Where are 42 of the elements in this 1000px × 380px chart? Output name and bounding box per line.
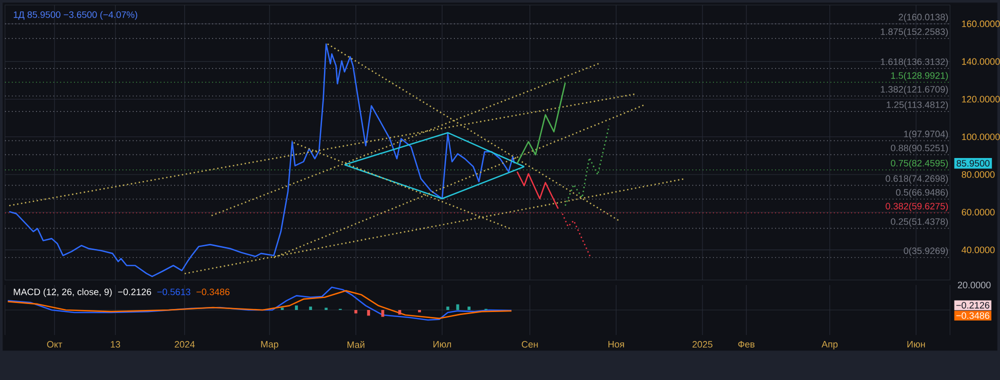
ref-line-label: 1(97.9704): [904, 130, 948, 140]
ref-line-label: 0.25(51.4378): [890, 218, 948, 227]
ref-line-label: 1.25(113.4812): [886, 101, 948, 110]
x-tick-label: Фев: [738, 341, 754, 348]
x-tick-label: 2024: [174, 341, 195, 348]
ref-line-label: 1.5(128.9921): [891, 72, 948, 81]
ref-line-label: 0.75(82.4595): [890, 160, 948, 168]
x-tick-label: Мар: [261, 341, 278, 350]
y-tick-label: 40.0000: [962, 246, 995, 254]
text: 20.0000: [958, 282, 991, 288]
ref-line-label: 0.618(74.2698): [886, 175, 948, 184]
text: 1Д 85.9500 −3.6500 (−4.07%): [14, 11, 138, 20]
y-tick-label: 100.0000: [962, 134, 1000, 140]
y-tick-label: 60.0000: [962, 208, 995, 216]
x-tick-label: Апр: [822, 341, 838, 350]
y-tick-label: 120.0000: [962, 96, 1000, 102]
x-tick-label: Окт: [47, 341, 62, 348]
ref-line-label: 1.875(152.2583): [880, 28, 948, 37]
x-tick-label: 13: [110, 341, 120, 348]
ref-line-label: 1.618(136.3132): [880, 58, 948, 67]
x-tick-label: Июл: [433, 341, 451, 348]
ref-line-label: 1.382(121.6709): [880, 86, 948, 94]
x-tick-label: Май: [348, 341, 364, 348]
ref-line-label: 0.382(59.6275): [886, 202, 948, 212]
annotation: −0.3486: [196, 288, 230, 296]
ref-line-label: 0(35.9269): [904, 247, 948, 256]
text: −0.2126: [956, 302, 990, 309]
y-tick-label: 160.0000: [962, 20, 1000, 28]
x-tick-label: Июн: [907, 341, 925, 348]
y-tick-label: 140.0000: [962, 58, 1000, 65]
text: −0.3486: [956, 312, 990, 319]
x-tick-label: Ноя: [608, 341, 624, 348]
x-tick-label: 2025: [692, 341, 712, 348]
ref-line-label: 0.88(90.5251): [890, 144, 948, 154]
x-tick-label: Сен: [522, 341, 538, 348]
ref-line-label: 0.5(66.9486): [896, 188, 948, 198]
chart-title: MACD (12, 26, close, 9): [14, 288, 112, 298]
annotation: −0.2126: [118, 288, 152, 296]
ref-line-label: 2(160.0138): [898, 14, 948, 22]
annotation: −0.5613: [157, 288, 190, 296]
text: 85.9500: [956, 160, 990, 167]
y-tick-label: 80.0000: [962, 171, 995, 178]
